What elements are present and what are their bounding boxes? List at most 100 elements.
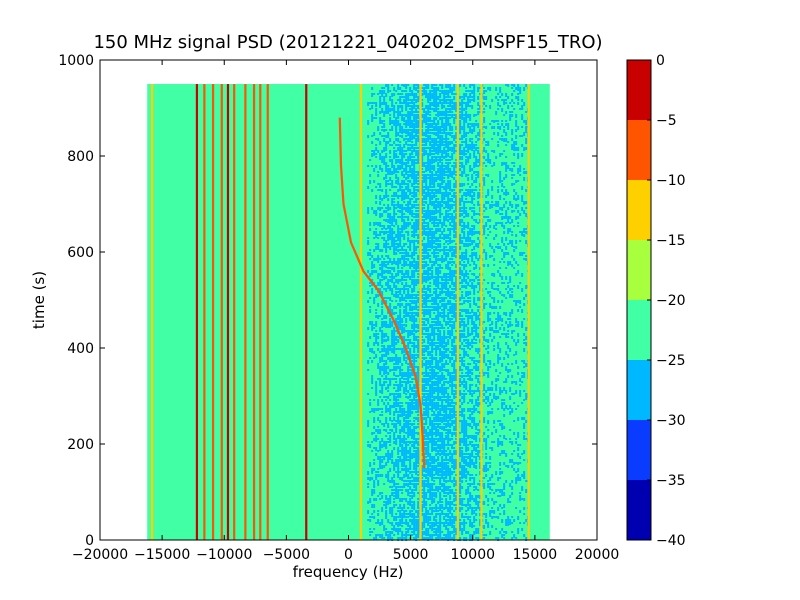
heatmap-noise-cell bbox=[433, 498, 436, 502]
heatmap-noise-cell bbox=[403, 174, 406, 178]
heatmap-noise-cell bbox=[407, 513, 410, 515]
heatmap-noise-cell bbox=[425, 348, 428, 352]
heatmap-noise-cell bbox=[461, 396, 464, 399]
heatmap-noise-cell bbox=[407, 363, 410, 365]
heatmap-noise-cell bbox=[447, 171, 450, 173]
heatmap-noise-cell bbox=[389, 207, 392, 210]
heatmap-noise-cell bbox=[459, 339, 462, 342]
heatmap-noise-cell bbox=[461, 162, 464, 165]
heatmap-noise-cell bbox=[385, 102, 388, 105]
heatmap-noise-cell bbox=[463, 498, 466, 500]
heatmap-noise-cell bbox=[397, 435, 400, 439]
heatmap-noise-cell bbox=[397, 363, 400, 365]
heatmap-noise-cell bbox=[405, 522, 408, 525]
heatmap-noise-cell bbox=[435, 279, 438, 282]
heatmap-noise-cell bbox=[453, 246, 456, 248]
heatmap-noise-cell bbox=[405, 330, 408, 332]
heatmap-noise-cell bbox=[421, 312, 424, 314]
heatmap-noise-cell bbox=[451, 99, 454, 102]
heatmap-noise-cell bbox=[443, 378, 446, 380]
heatmap-noise-cell bbox=[415, 441, 418, 444]
heatmap-noise-cell bbox=[447, 102, 450, 104]
heatmap-noise-cell bbox=[455, 285, 458, 288]
heatmap-noise-cell bbox=[445, 120, 448, 124]
heatmap-noise-cell bbox=[385, 333, 388, 337]
heatmap-noise-cell bbox=[391, 120, 394, 124]
heatmap-noise-cell bbox=[455, 309, 458, 311]
heatmap-noise-cell bbox=[447, 372, 450, 376]
heatmap-noise-cell bbox=[453, 168, 456, 171]
heatmap-noise-cell bbox=[435, 276, 438, 279]
heatmap-noise-cell bbox=[395, 522, 398, 525]
heatmap-noise-cell bbox=[383, 261, 386, 265]
heatmap-noise-cell bbox=[433, 276, 436, 278]
heatmap-noise-cell bbox=[447, 537, 450, 541]
heatmap-noise-cell bbox=[447, 471, 450, 474]
heatmap-noise-cell bbox=[413, 318, 416, 322]
heatmap-noise-cell bbox=[463, 183, 466, 186]
heatmap-noise-cell bbox=[467, 342, 470, 346]
heatmap-noise-cell bbox=[429, 384, 432, 388]
heatmap-noise-cell bbox=[431, 171, 434, 175]
heatmap-noise-cell bbox=[447, 138, 450, 140]
heatmap-noise-cell bbox=[429, 180, 432, 184]
heatmap-noise-cell bbox=[411, 294, 414, 297]
heatmap-noise-cell bbox=[405, 390, 408, 392]
heatmap-noise-cell bbox=[425, 246, 428, 249]
heatmap-noise-cell bbox=[439, 219, 442, 223]
heatmap-noise-cell bbox=[391, 489, 394, 491]
heatmap-noise-cell bbox=[441, 405, 444, 409]
heatmap-noise-cell bbox=[401, 342, 404, 344]
heatmap-noise-cell bbox=[467, 408, 470, 412]
heatmap-noise-cell bbox=[429, 291, 432, 293]
heatmap-noise-cell bbox=[453, 216, 456, 220]
heatmap-noise-cell bbox=[391, 537, 394, 541]
heatmap-noise-cell bbox=[443, 297, 446, 301]
heatmap-noise-cell bbox=[371, 321, 374, 324]
heatmap-noise-cell bbox=[437, 525, 440, 528]
heatmap-noise-cell bbox=[433, 465, 436, 468]
heatmap-noise-cell bbox=[391, 243, 394, 247]
heatmap-noise-cell bbox=[421, 189, 424, 193]
heatmap-noise-cell bbox=[405, 384, 408, 388]
heatmap-noise-cell bbox=[387, 279, 390, 282]
heatmap-noise-cell bbox=[435, 93, 438, 96]
heatmap-noise-cell bbox=[397, 210, 400, 212]
heatmap-noise-cell bbox=[411, 300, 414, 304]
heatmap-noise-cell bbox=[385, 153, 388, 156]
heatmap-noise-cell bbox=[455, 186, 458, 188]
heatmap-noise-cell bbox=[411, 147, 414, 149]
heatmap-noise-cell bbox=[417, 219, 420, 223]
heatmap-noise-cell bbox=[439, 444, 442, 448]
heatmap-noise-cell bbox=[395, 528, 398, 532]
heatmap-noise-cell bbox=[395, 390, 398, 392]
heatmap-noise-cell bbox=[377, 480, 380, 484]
heatmap-noise-cell bbox=[417, 126, 420, 128]
heatmap-noise-cell bbox=[409, 189, 412, 192]
heatmap-noise-cell bbox=[453, 339, 456, 343]
heatmap-noise-cell bbox=[453, 177, 456, 180]
heatmap-noise-cell bbox=[383, 366, 386, 369]
heatmap-noise-cell bbox=[463, 150, 466, 154]
heatmap-noise-cell bbox=[467, 504, 470, 506]
heatmap-noise-cell bbox=[401, 327, 404, 331]
heatmap-noise-cell bbox=[375, 330, 378, 332]
heatmap-noise-cell bbox=[417, 477, 420, 481]
heatmap-noise-cell bbox=[385, 195, 388, 198]
heatmap-noise-cell bbox=[463, 384, 466, 388]
heatmap-noise-cell bbox=[405, 129, 408, 132]
heatmap-noise-cell bbox=[451, 402, 454, 404]
heatmap-noise-cell bbox=[459, 441, 462, 444]
heatmap-noise-cell bbox=[437, 534, 440, 538]
heatmap-noise-cell bbox=[379, 231, 382, 234]
heatmap-noise-cell bbox=[417, 405, 420, 408]
heatmap-noise-cell bbox=[409, 261, 412, 265]
heatmap-noise-cell bbox=[453, 144, 456, 147]
heatmap-noise-cell bbox=[379, 186, 382, 188]
heatmap-noise-cell bbox=[435, 246, 438, 249]
heatmap-noise-cell bbox=[401, 258, 404, 260]
heatmap-noise-cell bbox=[403, 255, 406, 258]
heatmap-noise-cell bbox=[463, 279, 466, 282]
heatmap-noise-cell bbox=[449, 480, 452, 482]
heatmap-noise-cell bbox=[443, 105, 446, 108]
